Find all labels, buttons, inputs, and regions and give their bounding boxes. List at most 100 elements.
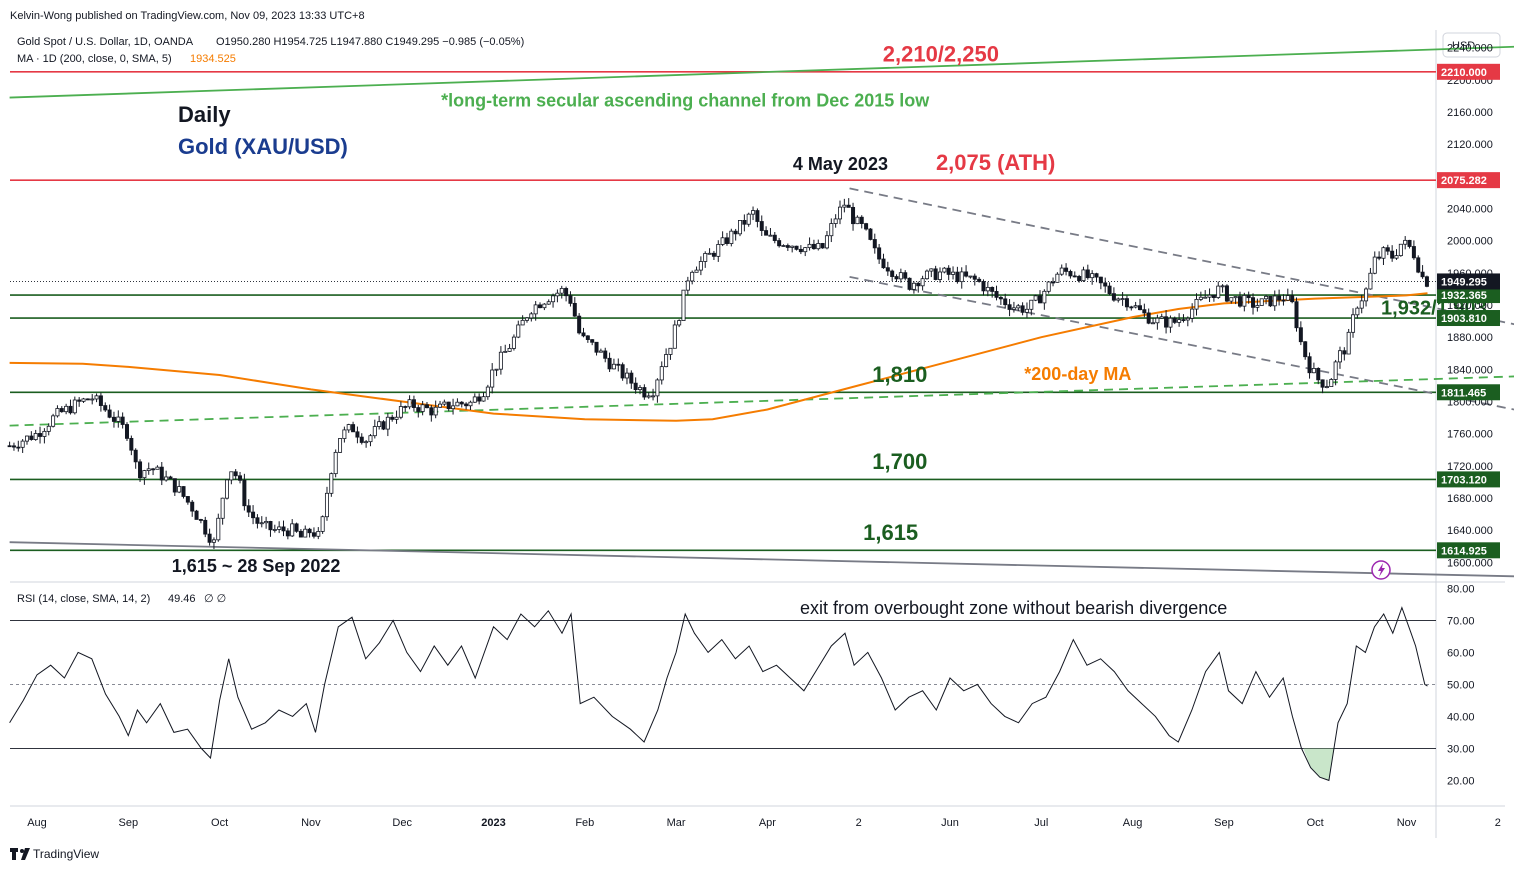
candlestick — [646, 392, 651, 399]
candlestick — [1351, 308, 1356, 338]
rsi-legend-label[interactable]: RSI (14, close, SMA, 14, 2) — [17, 593, 150, 605]
candle-body-up — [320, 516, 325, 532]
candlestick — [116, 410, 121, 428]
candlestick — [551, 293, 556, 308]
candle-body-down — [916, 282, 921, 287]
price-tick-label: 1880.000 — [1447, 332, 1493, 344]
tradingview-logo[interactable]: TradingView — [10, 847, 99, 861]
chart-subtitle: Gold (XAU/USD) — [178, 134, 348, 159]
candlestick — [994, 285, 999, 301]
candlestick — [316, 527, 321, 540]
candlestick — [981, 279, 986, 296]
candle-body-down — [1003, 298, 1008, 306]
price-axis[interactable]: 1600.000 1640.000 1680.000 1720.000 1760.000… — [1437, 43, 1500, 570]
candle-body-down — [1072, 275, 1077, 278]
candlestick — [1164, 310, 1169, 334]
candle-body-down — [1068, 271, 1073, 277]
candle-body-up — [229, 471, 234, 481]
candlestick — [1064, 263, 1069, 276]
candlestick — [42, 428, 47, 444]
price-pane[interactable]: 2,210/2,250 *long-term secular ascending … — [7, 41, 1514, 578]
candle-body-up — [290, 523, 295, 537]
price-level-tag-label: 1811.465 — [1441, 387, 1486, 399]
candle-body-down — [390, 416, 395, 420]
rsi-axis[interactable]: 20.00 30.00 40.00 50.00 60.00 70.00 80.00 — [1447, 583, 1475, 787]
price-tick-label: 2040.000 — [1447, 204, 1493, 216]
candle-body-up — [342, 429, 347, 439]
candlestick — [1103, 277, 1108, 293]
candle-body-up — [781, 245, 786, 247]
candlestick — [955, 266, 960, 284]
candle-body-up — [177, 486, 182, 493]
candle-body-down — [198, 519, 203, 521]
candle-body-down — [894, 276, 899, 280]
candlestick — [468, 400, 473, 411]
candle-body-up — [646, 395, 651, 398]
candlestick — [133, 448, 138, 469]
candle-body-up — [277, 526, 282, 530]
candlestick — [1233, 296, 1238, 305]
candlestick — [1181, 314, 1186, 323]
currency-button[interactable] — [1442, 32, 1501, 58]
candlestick — [638, 385, 643, 395]
candlestick — [1251, 293, 1256, 315]
candle-body-down — [185, 496, 190, 503]
candlestick — [246, 499, 251, 518]
rsi-tick-label: 60.00 — [1447, 647, 1475, 659]
time-tick-label: 2 — [856, 817, 862, 829]
candle-body-up — [42, 430, 47, 437]
price-level-tag — [1437, 172, 1500, 189]
candle-body-up — [529, 313, 534, 319]
candlestick — [338, 438, 343, 453]
price-tick-label: 1720.000 — [1447, 461, 1493, 473]
candle-body-up — [533, 304, 538, 315]
candle-body-up — [985, 286, 990, 292]
candlestick — [803, 247, 808, 257]
candlestick — [611, 358, 616, 370]
candlestick — [1116, 297, 1121, 303]
candle-body-down — [1077, 276, 1082, 282]
candlestick — [1059, 264, 1064, 276]
candle-body-down — [777, 240, 782, 247]
candle-body-down — [764, 230, 769, 236]
candle-body-down — [1316, 368, 1321, 381]
candle-body-down — [1281, 299, 1286, 302]
symbol-title[interactable]: Gold Spot / U.S. Dollar, 1D, OANDA — [17, 36, 194, 48]
rsi-pane[interactable] — [9, 606, 1436, 782]
candle-body-up — [272, 529, 277, 531]
last-price-tag-label: 1949.295 — [1441, 276, 1487, 288]
candlestick — [1203, 290, 1208, 299]
candlestick — [920, 275, 925, 291]
candlestick — [1294, 297, 1299, 332]
candlestick — [477, 393, 482, 405]
candle-body-down — [1390, 250, 1395, 259]
candlestick — [864, 222, 869, 231]
candlestick — [672, 320, 677, 349]
candlestick — [185, 496, 190, 505]
price-annotation: *200-day MA — [1024, 364, 1131, 384]
candlestick — [90, 394, 95, 405]
candle-body-up — [729, 230, 734, 244]
candle-body-down — [424, 404, 429, 409]
candle-body-up — [146, 468, 151, 471]
candle-body-down — [294, 523, 299, 532]
candlestick — [738, 220, 743, 237]
candlestick — [951, 266, 956, 280]
candlestick — [1259, 298, 1264, 306]
candlestick — [142, 469, 147, 485]
candle-body-down — [607, 357, 612, 370]
candlestick — [964, 265, 969, 278]
alert-lightning-icon[interactable] — [1371, 560, 1391, 580]
candle-body-up — [1394, 255, 1399, 259]
candlestick — [59, 406, 64, 413]
candle-body-down — [568, 295, 573, 304]
ma-legend-label[interactable]: MA · 1D (200, close, 0, SMA, 5) — [17, 53, 172, 65]
candlestick — [1011, 301, 1016, 313]
time-axis[interactable]: Aug Sep Oct Nov Dec 2023 Feb Mar Apr 2 Jun Jul Aug Se… — [27, 817, 1501, 829]
ohlc-values: O1950.280 H1954.725 L1947.880 C1949.295 … — [216, 36, 524, 48]
candle-body-up — [485, 386, 490, 398]
candlestick — [1207, 288, 1212, 302]
candlestick — [203, 516, 208, 538]
candlestick — [1372, 251, 1377, 275]
